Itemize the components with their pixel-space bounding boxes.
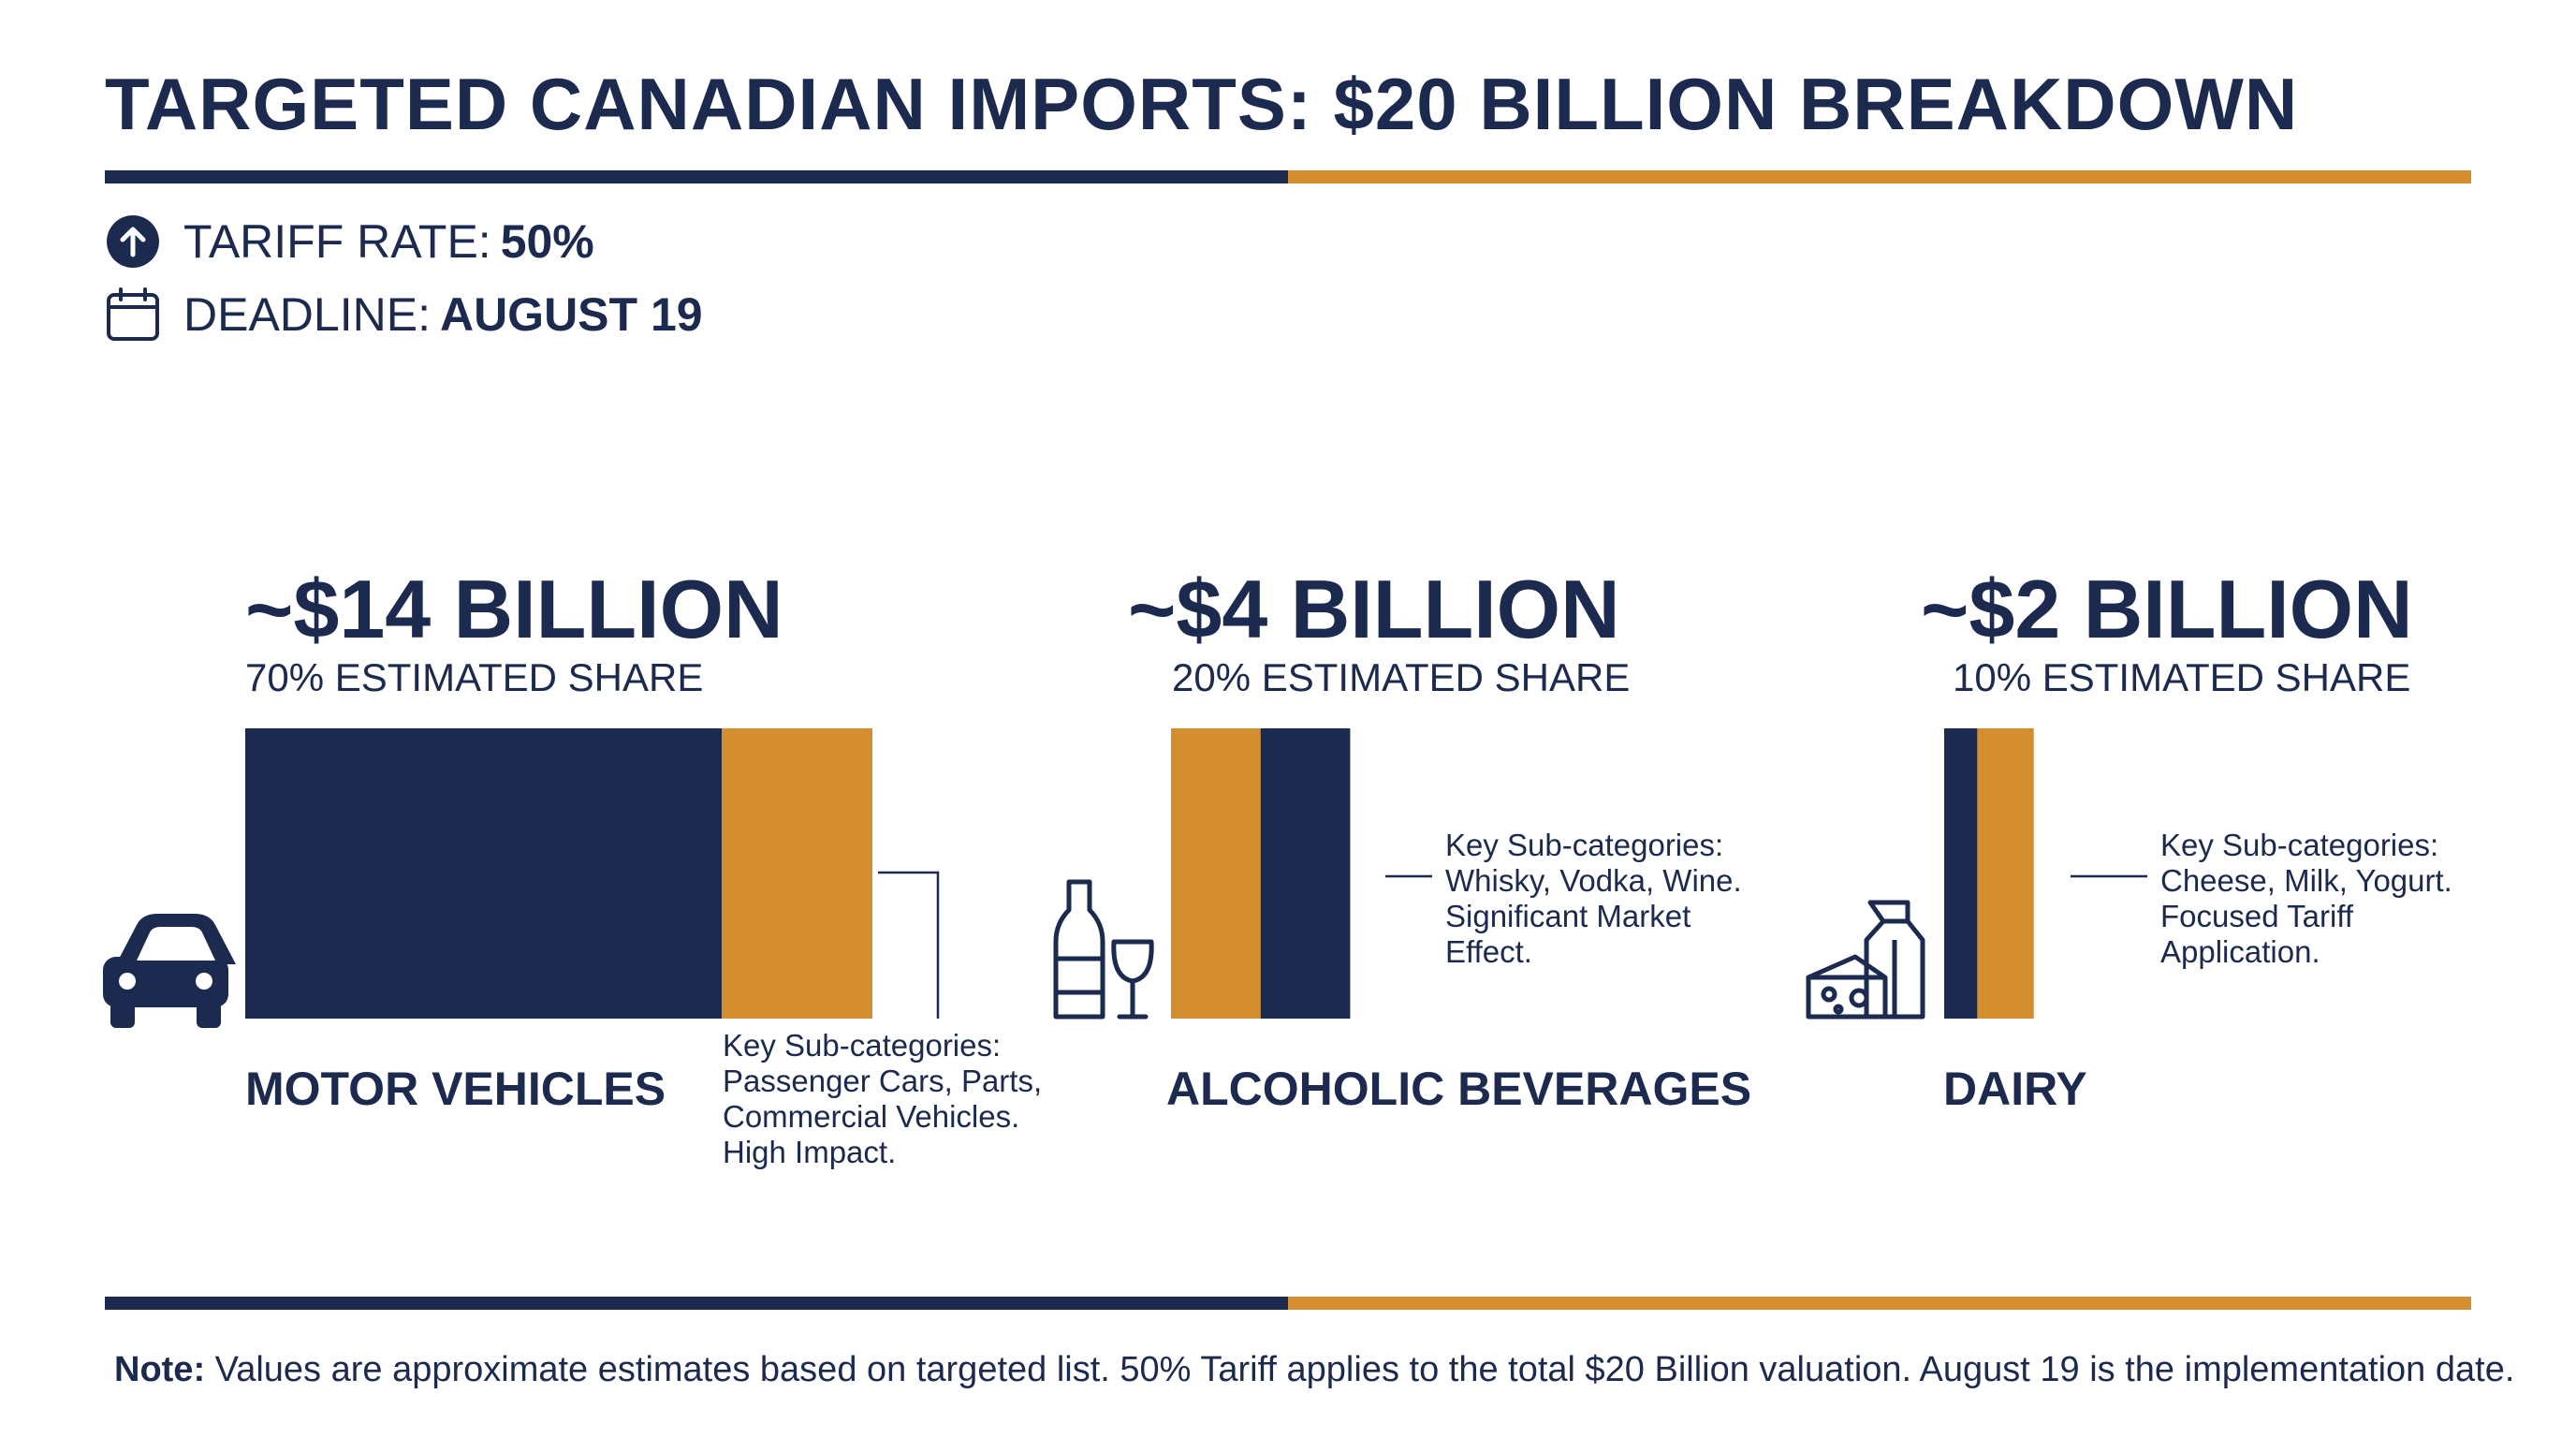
amount-label: ~$2 BILLION — [1921, 563, 2413, 655]
category-name: ALCOHOLIC BEVERAGES — [1166, 1063, 1752, 1115]
note-line: Whisky, Vodka, Wine. — [1445, 863, 1742, 898]
callout-line — [878, 871, 940, 1019]
deadline-label: DEADLINE: — [183, 288, 431, 341]
calendar-icon — [105, 286, 161, 343]
share-label: 10% ESTIMATED SHARE — [1953, 655, 2411, 699]
note-line: Commercial Vehicles. — [723, 1099, 1020, 1134]
footer-divider — [105, 1297, 2471, 1310]
wine-bottle-glass-icon — [1053, 879, 1154, 1020]
bar-segment-secondary — [1977, 728, 2034, 1019]
amount-label: ~$14 BILLION — [245, 563, 783, 655]
amount-label: ~$4 BILLION — [1128, 563, 1620, 655]
sub-category-note: Key Sub-categories: Passenger Cars, Part… — [723, 1028, 1042, 1170]
note-line: Focused Tariff — [2160, 899, 2354, 933]
note-line: Key Sub-categories: — [2160, 828, 2439, 862]
title-divider — [105, 170, 2471, 183]
footnote-text: Values are approximate estimates based o… — [214, 1350, 2515, 1389]
bar-segment-primary — [245, 728, 723, 1019]
note-line: Cheese, Milk, Yogurt. — [2160, 863, 2452, 898]
category-name: MOTOR VEHICLES — [245, 1063, 666, 1115]
note-line: Application. — [2160, 934, 2320, 969]
note-line: Significant Market — [1445, 899, 1691, 933]
deadline-row: DEADLINE: AUGUST 19 — [105, 286, 703, 343]
bar-group — [245, 728, 2034, 1019]
car-icon — [103, 914, 236, 1028]
sub-category-note: Key Sub-categories: Cheese, Milk, Yogurt… — [2160, 828, 2452, 970]
arrow-up-circle-icon — [105, 213, 161, 270]
note-line: Passenger Cars, Parts, — [723, 1064, 1043, 1098]
category-name: DAIRY — [1943, 1063, 2087, 1115]
bar-segment-primary — [1260, 728, 1351, 1019]
note-line: Key Sub-categories: — [1445, 828, 1724, 862]
cheese-milk-carton-icon — [1806, 900, 1925, 1020]
note-line: Effect. — [1445, 934, 1532, 969]
footnote: Note: Values are approximate estimates b… — [114, 1350, 2514, 1390]
note-line: High Impact. — [723, 1135, 897, 1169]
bar-segment-secondary — [1171, 728, 1261, 1019]
share-label: 20% ESTIMATED SHARE — [1172, 655, 1631, 699]
page-title: TARGETED CANADIAN IMPORTS: $20 BILLION B… — [105, 63, 2299, 145]
tariff-rate-label: TARIFF RATE: — [183, 215, 491, 268]
footnote-label: Note: — [114, 1350, 206, 1389]
tariff-rate-value: 50% — [500, 215, 594, 268]
note-line: Key Sub-categories: — [723, 1028, 1002, 1063]
bar-segment-primary — [1944, 728, 1978, 1019]
sub-category-note: Key Sub-categories: Whisky, Vodka, Wine.… — [1445, 828, 1742, 970]
tariff-rate-row: TARIFF RATE: 50% — [105, 213, 594, 270]
deadline-value: AUGUST 19 — [439, 288, 703, 341]
share-label: 70% ESTIMATED SHARE — [245, 655, 704, 699]
bar-segment-secondary — [722, 728, 872, 1019]
